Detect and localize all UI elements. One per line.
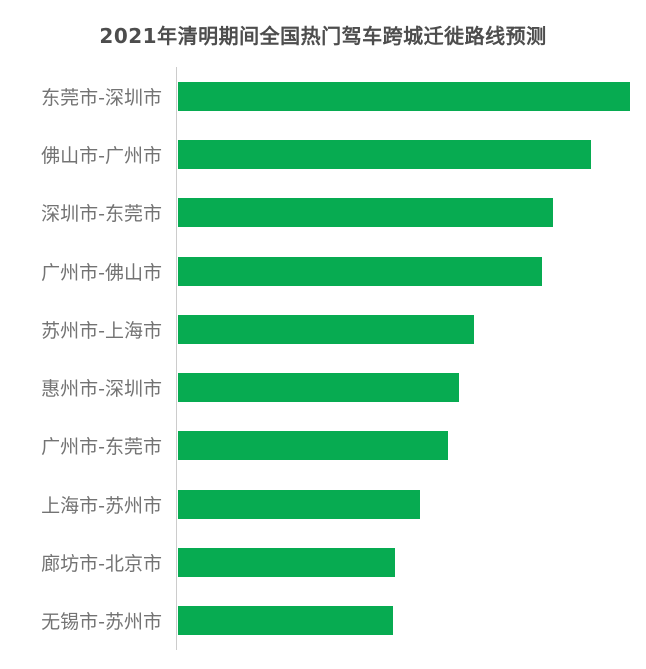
bar	[178, 256, 542, 286]
bar-track	[178, 256, 646, 286]
bar-row: 苏州市-上海市	[0, 300, 646, 358]
category-label: 廊坊市-北京市	[41, 553, 162, 576]
bar	[178, 139, 592, 169]
bar-row: 东莞市-深圳市	[0, 67, 646, 125]
bar	[178, 606, 394, 636]
bar-track	[178, 373, 646, 403]
bar-track	[178, 314, 646, 344]
category-label: 惠州市-深圳市	[41, 378, 162, 401]
y-axis-line	[176, 67, 177, 650]
bar-row: 无锡市-苏州市	[0, 592, 646, 650]
bar-row: 廊坊市-北京市	[0, 533, 646, 591]
category-label: 上海市-苏州市	[41, 494, 162, 517]
bar	[178, 373, 460, 403]
category-label: 广州市-佛山市	[41, 261, 162, 284]
bar	[178, 431, 448, 461]
plot-area: 东莞市-深圳市 佛山市-广州市 深圳市-东莞市 广州市-佛山市 苏州市-上海市 …	[0, 67, 646, 650]
bar-row: 惠州市-深圳市	[0, 358, 646, 416]
bar-track	[178, 139, 646, 169]
category-label: 苏州市-上海市	[41, 319, 162, 342]
bar	[178, 81, 630, 111]
bar	[178, 489, 420, 519]
bar-track	[178, 606, 646, 636]
bar-track	[178, 489, 646, 519]
bar	[178, 198, 554, 228]
category-label: 广州市-东莞市	[41, 436, 162, 459]
chart-rows: 东莞市-深圳市 佛山市-广州市 深圳市-东莞市 广州市-佛山市 苏州市-上海市 …	[0, 67, 646, 650]
category-label: 东莞市-深圳市	[41, 86, 162, 109]
bar-track	[178, 431, 646, 461]
bar	[178, 548, 395, 578]
bar-row: 广州市-东莞市	[0, 417, 646, 475]
category-label: 佛山市-广州市	[41, 144, 162, 167]
bar-row: 广州市-佛山市	[0, 242, 646, 300]
bar-track	[178, 548, 646, 578]
chart-title: 2021年清明期间全国热门驾车跨城迁徙路线预测	[99, 24, 547, 48]
category-label: 无锡市-苏州市	[41, 611, 162, 634]
category-label: 深圳市-东莞市	[41, 203, 162, 226]
bar	[178, 314, 475, 344]
bar-row: 深圳市-东莞市	[0, 184, 646, 242]
bar-row: 佛山市-广州市	[0, 125, 646, 183]
bar-track	[178, 81, 646, 111]
bar-row: 上海市-苏州市	[0, 475, 646, 533]
bar-track	[178, 198, 646, 228]
